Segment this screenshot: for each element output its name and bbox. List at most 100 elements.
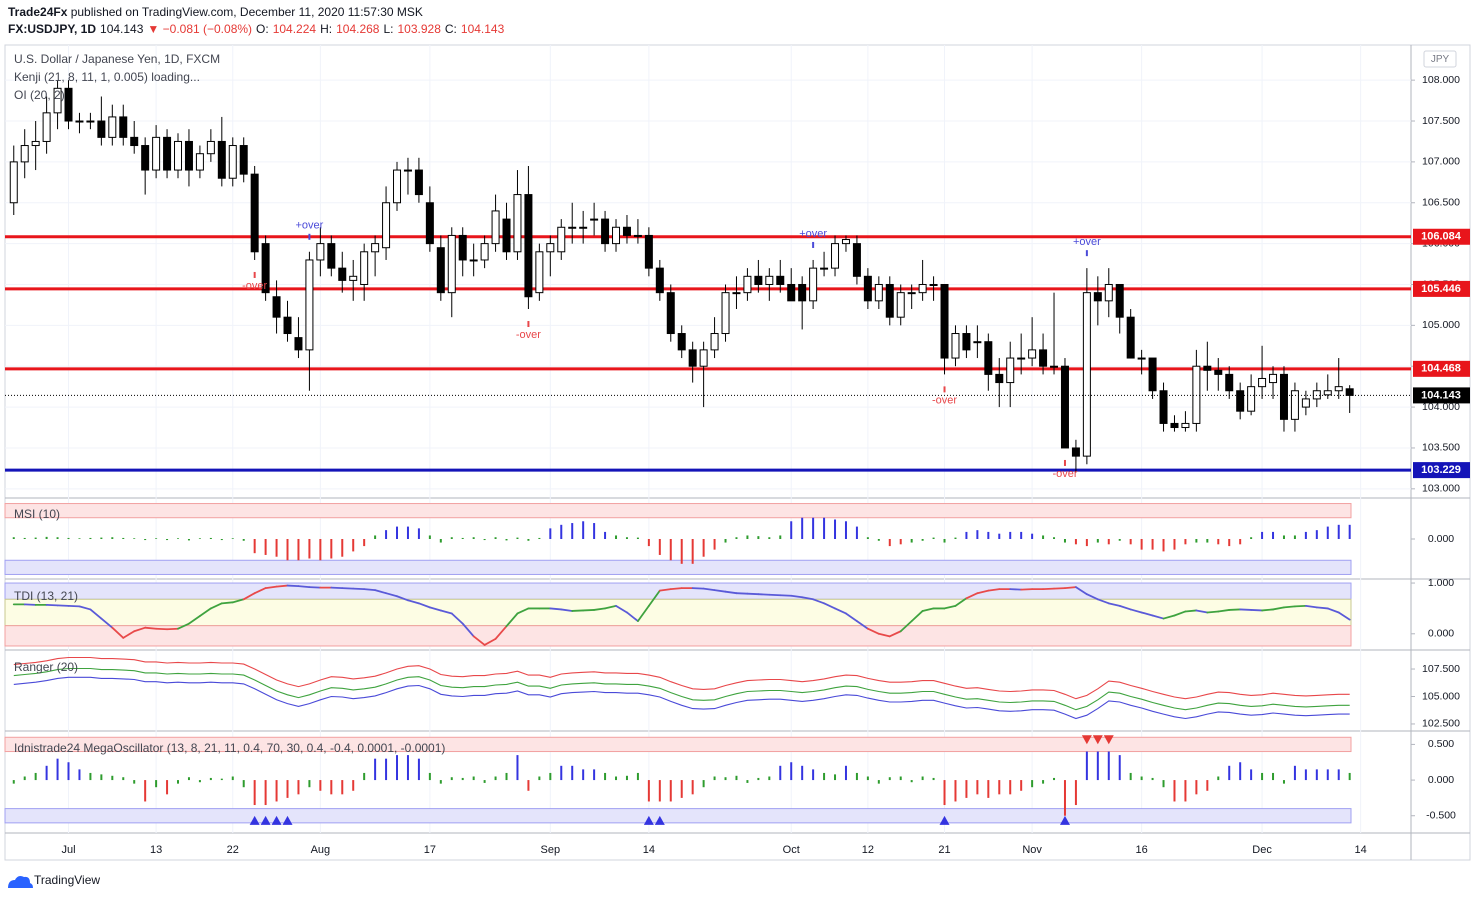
- currency-box: [1423, 50, 1457, 68]
- candle-body: [1093, 292, 1102, 302]
- candle-body: [677, 333, 686, 351]
- tdi-segment: [1206, 610, 1220, 614]
- tdi-segment: [604, 604, 617, 610]
- tdi-segment: [45, 603, 59, 607]
- tdi-segment: [253, 587, 267, 595]
- candle-body: [469, 259, 478, 262]
- tdi-segment: [1042, 587, 1055, 591]
- candle-body: [699, 349, 708, 367]
- candle-body: [152, 136, 161, 171]
- y-tick-label: 0.000: [1428, 533, 1454, 545]
- candle-body: [9, 161, 18, 204]
- ranger-line: [13, 676, 1350, 720]
- pane-title: Ranger (20): [14, 660, 78, 674]
- tdi-segment: [439, 609, 453, 615]
- tdi-segment: [78, 605, 92, 611]
- tdi-segment: [1020, 588, 1034, 591]
- tdi-segment: [407, 599, 420, 605]
- candle-body: [382, 202, 391, 249]
- candle-body: [513, 194, 522, 253]
- candle-body: [371, 243, 380, 253]
- candle-body: [217, 140, 226, 179]
- y-tick-label: 108.000: [1422, 74, 1460, 86]
- tdi-segment: [1294, 604, 1307, 608]
- x-tick-label: 12: [862, 844, 874, 856]
- tdi-segment: [461, 622, 475, 638]
- tdi-segment: [1228, 608, 1242, 611]
- tdi-segment: [1064, 586, 1077, 590]
- candle-body: [787, 283, 796, 302]
- candle-body: [239, 145, 248, 175]
- candle-body: [710, 333, 719, 351]
- x-tick-label: 14: [1355, 844, 1367, 856]
- candle-body: [1269, 373, 1278, 384]
- quote-part: 103.928: [398, 22, 442, 36]
- quote-part: 104.143: [461, 22, 505, 36]
- level-label-box: [1413, 462, 1470, 479]
- tdi-segment: [801, 596, 815, 601]
- candle-body: [1082, 292, 1091, 457]
- candle-body: [1170, 422, 1179, 429]
- x-tick-label: Oct: [783, 844, 800, 856]
- tdi-segment: [155, 627, 168, 631]
- candle-body: [108, 116, 117, 138]
- candle-body: [502, 218, 511, 253]
- candle-body: [20, 145, 29, 163]
- quote-part: L:: [383, 22, 393, 36]
- candle-body: [655, 267, 664, 294]
- candle-body: [130, 136, 139, 147]
- y-tick-label: 105.000: [1422, 319, 1460, 331]
- candle-body: [852, 243, 861, 277]
- tdi-segment: [1162, 614, 1176, 620]
- candle-body: [1203, 365, 1212, 371]
- logo: TradingView: [8, 873, 100, 888]
- tdi-segment: [177, 622, 190, 630]
- candle-body: [535, 251, 544, 294]
- tdi-segment: [1326, 607, 1340, 614]
- tdi-segment: [834, 607, 847, 615]
- tdi-segment: [1337, 611, 1351, 621]
- tdi-segment: [297, 585, 311, 589]
- band: [4, 598, 1352, 627]
- y-tick-label: 105.000: [1422, 690, 1460, 702]
- y-tick-label: 103.500: [1422, 442, 1460, 454]
- tdi-segment: [910, 610, 924, 623]
- buy-signal: [1059, 815, 1070, 825]
- annotation: +over: [1073, 236, 1101, 248]
- candle-body: [75, 120, 84, 123]
- candle-body: [984, 341, 993, 375]
- tdi-segment: [1283, 605, 1296, 609]
- annotation: -over: [242, 280, 267, 292]
- quote-part: O:: [256, 22, 269, 36]
- tdi-segment: [921, 607, 935, 612]
- candle-body: [86, 120, 95, 123]
- tdi-segment: [888, 630, 902, 638]
- published: published on TradingView.com, December 1…: [67, 5, 423, 19]
- candle-body: [1290, 390, 1299, 420]
- tdi-segment: [209, 602, 223, 610]
- tdi-segment: [242, 592, 256, 601]
- y-tick-label: 103.000: [1422, 483, 1460, 495]
- tdi-segment: [866, 627, 880, 635]
- candle-body: [568, 226, 577, 229]
- tdi-segment: [571, 609, 585, 612]
- candle-body: [42, 112, 51, 142]
- tdi-segment: [1184, 609, 1198, 613]
- candle-body: [1148, 357, 1157, 392]
- tdi-segment: [264, 585, 278, 590]
- candle-body: [360, 251, 369, 285]
- candle-body: [940, 283, 949, 359]
- tdi-segment: [1096, 598, 1110, 605]
- currency: JPY: [1431, 54, 1450, 65]
- candle-body: [436, 247, 445, 294]
- quote-part: 104.224: [273, 22, 317, 36]
- y-tick-label: 102.500: [1422, 718, 1460, 730]
- tdi-segment: [1304, 604, 1318, 609]
- buy-signal: [249, 815, 260, 825]
- tdi-segment: [1140, 611, 1154, 617]
- tdi-segment: [1250, 609, 1263, 612]
- tdi-segment: [374, 589, 387, 595]
- candle-body: [1345, 388, 1354, 396]
- candle-body: [1006, 357, 1015, 384]
